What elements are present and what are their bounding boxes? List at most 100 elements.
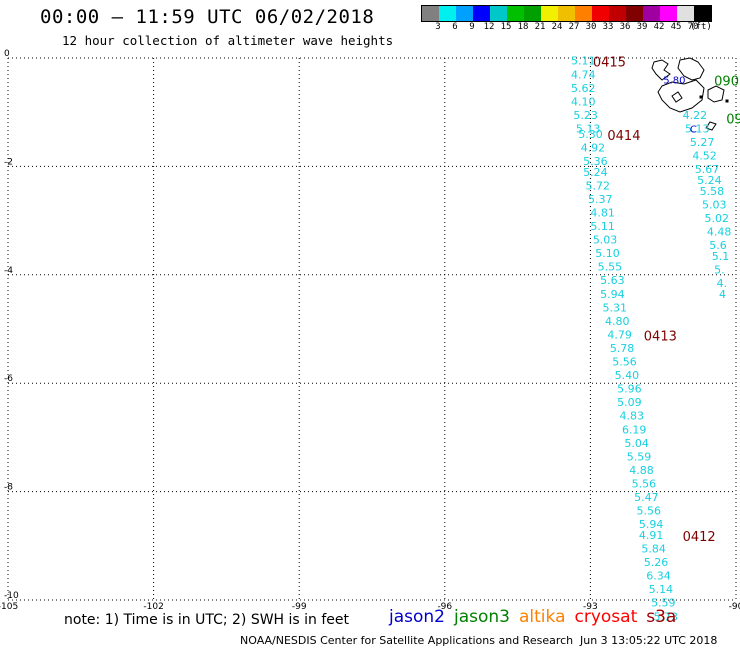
swh-value: 4.92 <box>581 141 606 154</box>
color-swatch <box>609 6 626 21</box>
x-tick-label: -102 <box>143 602 163 612</box>
generated-timestamp: Jun 3 13:05:22 UTC 2018 <box>580 634 718 647</box>
swh-value: 6.19 <box>622 423 647 436</box>
swh-value: 5.78 <box>610 342 635 355</box>
legend-jason2: jason2 <box>389 607 445 627</box>
swh-value: 5.37 <box>588 193 613 206</box>
color-scale-label: 70 <box>687 22 699 32</box>
color-swatch <box>473 6 490 21</box>
swh-value: 5.94 <box>600 288 625 301</box>
swh-value: 5.62 <box>571 82 596 95</box>
color-scale-label: 24 <box>551 22 563 32</box>
time-label: 0414 <box>607 129 640 144</box>
color-swatch <box>694 6 711 21</box>
track-1: 5.114.745.624.105.235.135.304.925.365.24… <box>571 55 716 624</box>
track-2: 4.225.135.274.525.675.245.585.035.024.48… <box>663 75 740 301</box>
swh-value: 4.79 <box>607 328 632 341</box>
color-scale-label: 36 <box>619 22 631 32</box>
page-title: 00:00 – 11:59 UTC 06/02/2018 <box>40 6 375 28</box>
swh-value: 5.94 <box>639 518 664 531</box>
color-swatch <box>558 6 575 21</box>
swh-value: 4.52 <box>692 150 717 163</box>
swh-value: 4.91 <box>639 529 664 542</box>
swh-value: 4.10 <box>571 95 596 108</box>
page-subtitle: 12 hour collection of altimeter wave hei… <box>62 33 394 48</box>
swh-value: 5.59 <box>651 597 676 610</box>
swh-value: 5.56 <box>632 477 657 490</box>
swh-value: 5.04 <box>624 437 649 450</box>
color-swatch <box>524 6 541 21</box>
swh-value: 4 <box>719 288 726 301</box>
credit-text: NOAA/NESDIS Center for Satellite Applica… <box>240 634 574 647</box>
color-scale-bar <box>421 5 712 22</box>
swh-value: 5.03 <box>593 234 618 247</box>
swh-value: 5.73 <box>653 610 678 623</box>
color-scale-label: 42 <box>653 22 665 32</box>
color-scale-label: 3 <box>435 22 441 32</box>
x-tick-label: -90 <box>729 602 740 612</box>
swh-value: 5.58 <box>700 185 725 198</box>
island-dot <box>725 99 729 103</box>
island-outline <box>671 91 683 103</box>
color-scale-label: 9 <box>469 22 475 32</box>
y-tick-label: 0 <box>4 49 10 59</box>
x-tick-label: -96 <box>437 602 452 612</box>
swh-value: 5.26 <box>644 556 669 569</box>
legend-jason3: jason3 <box>454 607 510 627</box>
color-scale-label: (ft) <box>690 22 712 32</box>
swh-value: 5.36 <box>583 155 608 168</box>
swh-value: 5.23 <box>573 109 598 122</box>
color-swatch <box>507 6 524 21</box>
swh-value: 5.31 <box>603 301 628 314</box>
satellite-legend: jason2 jason3 altika cryosat s3a <box>389 607 685 627</box>
swh-value: 5.96 <box>617 383 642 396</box>
swh-value: 5.24 <box>583 166 608 179</box>
color-swatch <box>490 6 507 21</box>
x-tick-label: -93 <box>583 602 598 612</box>
extra-label: 5.80 <box>663 76 685 87</box>
island-outline <box>677 57 705 81</box>
swh-value: 5.1 <box>712 250 730 263</box>
swh-value: 5.63 <box>600 274 625 287</box>
swh-value: 5.47 <box>634 491 659 504</box>
color-swatch <box>422 6 439 21</box>
y-tick-label: -4 <box>4 266 13 276</box>
extra-label: C <box>690 124 697 135</box>
color-scale-label: 6 <box>452 22 458 32</box>
island-outline <box>705 121 717 131</box>
swh-value: 5.55 <box>598 261 623 274</box>
swh-value: 5.09 <box>617 396 642 409</box>
island-outline <box>707 85 725 103</box>
color-swatch <box>643 6 660 21</box>
color-swatch <box>575 6 592 21</box>
swh-value: 5.11 <box>571 55 596 68</box>
altimeter-tracks: 5.114.745.624.105.235.135.304.925.365.24… <box>571 55 740 624</box>
swh-value: 5.10 <box>595 247 620 260</box>
x-tick-label: -105 <box>0 602 18 612</box>
swh-value: 4. <box>717 277 728 290</box>
time-label: 0413 <box>644 329 677 344</box>
swh-value: 5.84 <box>641 543 666 556</box>
swh-value: 5.59 <box>627 450 652 463</box>
color-scale-label: 27 <box>568 22 580 32</box>
color-swatch <box>626 6 643 21</box>
swh-value: 6.34 <box>646 570 671 583</box>
swh-value: 5. <box>714 263 725 276</box>
time-label: 0412 <box>683 530 716 545</box>
color-scale-label: 30 <box>585 22 597 32</box>
swh-value: 5.6 <box>709 239 727 252</box>
note-text: note: 1) Time is in UTC; 2) SWH is in fe… <box>64 612 350 628</box>
swh-value: 4.22 <box>683 109 708 122</box>
galapagos-islands <box>651 57 729 131</box>
y-tick-label: -2 <box>4 157 13 167</box>
map-grid <box>7 57 737 601</box>
time-label: 090 <box>714 75 739 90</box>
color-scale-label: 12 <box>483 22 495 32</box>
swh-value: 4.81 <box>590 206 615 219</box>
swh-value: 5.24 <box>697 174 722 187</box>
color-swatch <box>677 6 694 21</box>
y-tick-label: -10 <box>4 591 19 601</box>
color-scale-label: 39 <box>636 22 648 32</box>
color-scale-label: 18 <box>517 22 529 32</box>
